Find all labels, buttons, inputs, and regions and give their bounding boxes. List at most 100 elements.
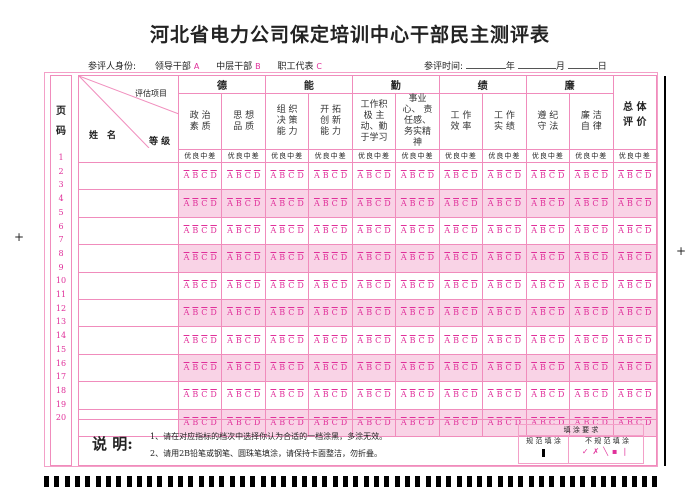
option-bubble[interactable]: C	[288, 390, 295, 400]
option-bubble[interactable]: B	[409, 362, 416, 372]
option-bubble[interactable]: A	[400, 198, 407, 208]
option-bubble[interactable]: B	[496, 253, 503, 263]
name-cell[interactable]	[78, 326, 179, 355]
option-bubble[interactable]: D	[210, 253, 217, 263]
option-bubble[interactable]: B	[409, 171, 416, 181]
option-bubble[interactable]: D	[558, 390, 565, 400]
option-bubble[interactable]: C	[592, 171, 599, 181]
option-bubble[interactable]: A	[574, 280, 581, 290]
option-bubble[interactable]: A	[270, 335, 277, 345]
option-bubble[interactable]: A	[313, 362, 320, 372]
option-bubble[interactable]: C	[505, 362, 512, 372]
option-bubble[interactable]: C	[418, 225, 425, 235]
option-bubble[interactable]: D	[384, 308, 391, 318]
option-bubble[interactable]: B	[583, 390, 590, 400]
option-bubble[interactable]: D	[210, 280, 217, 290]
option-bubble[interactable]: D	[601, 198, 608, 208]
option-bubble[interactable]: A	[574, 308, 581, 318]
option-bubble[interactable]: C	[592, 253, 599, 263]
option-bubble[interactable]: D	[514, 280, 521, 290]
option-bubble[interactable]: B	[279, 308, 286, 318]
option-bubble[interactable]: C	[635, 171, 642, 181]
option-bubble[interactable]: A	[618, 225, 624, 235]
option-bubble[interactable]: C	[505, 390, 512, 400]
option-bubble[interactable]: C	[635, 390, 642, 400]
option-bubble[interactable]: B	[366, 308, 373, 318]
option-bubble[interactable]: B	[409, 280, 416, 290]
option-bubble[interactable]: D	[644, 417, 652, 427]
option-bubble[interactable]: A	[618, 390, 624, 400]
option-bubble[interactable]: B	[366, 280, 373, 290]
option-bubble[interactable]: C	[244, 417, 251, 427]
option-bubble[interactable]: A	[531, 335, 538, 345]
option-bubble[interactable]: A	[531, 253, 538, 263]
option-bubble[interactable]: C	[548, 308, 556, 318]
option-bubble[interactable]: C	[592, 225, 599, 235]
option-bubble[interactable]: B	[583, 417, 590, 427]
name-cell[interactable]	[78, 189, 179, 218]
option-bubble[interactable]: B	[366, 362, 373, 372]
option-bubble[interactable]: A	[400, 308, 407, 318]
option-bubble[interactable]: D	[514, 253, 521, 263]
option-bubble[interactable]: B	[279, 390, 286, 400]
option-bubble[interactable]: D	[297, 171, 304, 181]
option-bubble[interactable]: A	[618, 198, 624, 208]
option-bubble[interactable]: B	[496, 198, 503, 208]
option-bubble[interactable]: B	[322, 417, 329, 427]
option-bubble[interactable]: D	[471, 335, 478, 345]
option-bubble[interactable]: B	[192, 280, 199, 290]
name-cell[interactable]	[78, 161, 179, 191]
option-bubble[interactable]: B	[322, 362, 329, 372]
option-bubble[interactable]: B	[235, 280, 242, 290]
option-bubble[interactable]: A	[270, 362, 277, 372]
option-bubble[interactable]: C	[548, 362, 556, 372]
option-bubble[interactable]: C	[201, 308, 208, 318]
option-bubble[interactable]: A	[400, 280, 407, 290]
option-bubble[interactable]: D	[253, 253, 261, 263]
option-bubble[interactable]: D	[644, 198, 652, 208]
option-bubble[interactable]: D	[514, 335, 521, 345]
option-bubble[interactable]: D	[471, 390, 478, 400]
option-bubble[interactable]: C	[331, 308, 338, 318]
option-bubble[interactable]: A	[400, 362, 407, 372]
option-bubble[interactable]: A	[618, 253, 624, 263]
option-bubble[interactable]: B	[322, 225, 329, 235]
option-bubble[interactable]: D	[253, 362, 261, 372]
option-bubble[interactable]: A	[357, 362, 364, 372]
option-bubble[interactable]: D	[253, 308, 261, 318]
option-bubble[interactable]: B	[409, 335, 416, 345]
option-bubble[interactable]: B	[322, 171, 329, 181]
option-bubble[interactable]: C	[505, 308, 512, 318]
option-bubble[interactable]: A	[183, 417, 190, 427]
option-bubble[interactable]: D	[340, 225, 348, 235]
option-bubble[interactable]: D	[297, 390, 304, 400]
option-bubble[interactable]: D	[644, 225, 652, 235]
option-bubble[interactable]: A	[270, 390, 277, 400]
option-bubble[interactable]: A	[618, 308, 624, 318]
option-bubble[interactable]: A	[618, 362, 624, 372]
option-bubble[interactable]: B	[496, 417, 503, 427]
option-bubble[interactable]: B	[453, 225, 459, 235]
option-bubble[interactable]: C	[288, 198, 295, 208]
option-bubble[interactable]: C	[462, 280, 469, 290]
option-bubble[interactable]: B	[540, 308, 546, 318]
name-cell[interactable]	[78, 271, 179, 300]
option-bubble[interactable]: A	[313, 171, 320, 181]
option-bubble[interactable]: B	[453, 253, 459, 263]
option-bubble[interactable]: B	[279, 198, 286, 208]
option-bubble[interactable]: D	[601, 308, 608, 318]
option-bubble[interactable]: B	[235, 253, 242, 263]
option-bubble[interactable]: B	[540, 280, 546, 290]
option-bubble[interactable]: B	[192, 171, 199, 181]
option-bubble[interactable]: C	[288, 417, 295, 427]
option-bubble[interactable]: C	[288, 362, 295, 372]
option-bubble[interactable]: D	[253, 198, 261, 208]
option-bubble[interactable]: D	[514, 390, 521, 400]
option-bubble[interactable]: B	[366, 335, 373, 345]
option-bubble[interactable]: A	[313, 390, 320, 400]
option-bubble[interactable]: C	[462, 253, 469, 263]
option-bubble[interactable]: B	[279, 225, 286, 235]
middle-option[interactable]: B	[255, 62, 261, 71]
option-bubble[interactable]: B	[626, 198, 633, 208]
option-bubble[interactable]: A	[618, 171, 624, 181]
